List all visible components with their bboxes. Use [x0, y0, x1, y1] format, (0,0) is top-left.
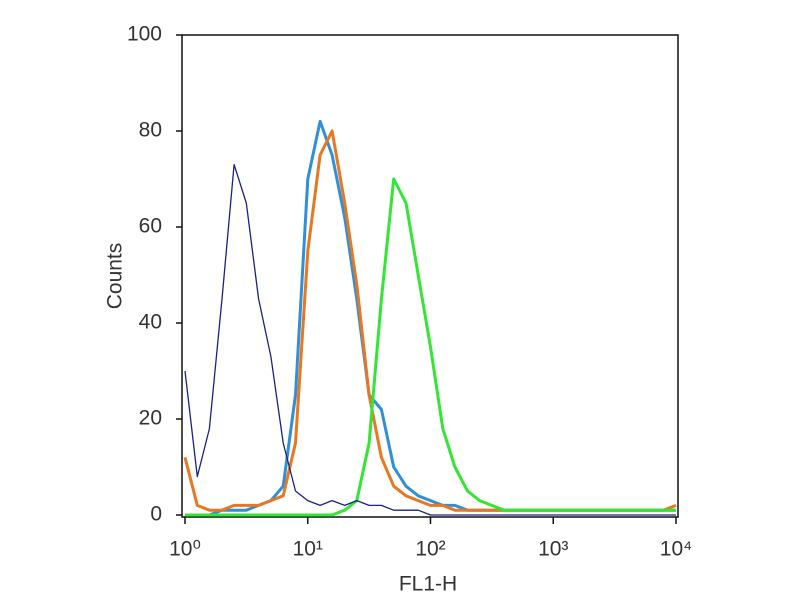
series-line — [185, 119, 676, 517]
series-line — [184, 163, 676, 516]
x-tick-label: 10³ — [538, 538, 568, 561]
y-tick-label: 0 — [150, 503, 162, 526]
y-axis-label: Counts — [104, 243, 127, 310]
x-tick-label: 10⁴ — [660, 538, 692, 561]
x-tick-label: 10² — [415, 538, 445, 561]
series-line — [183, 129, 677, 512]
x-tick-label: 10¹ — [293, 538, 323, 561]
y-tick-label: 60 — [139, 215, 162, 238]
x-axis-label: FL1-H — [399, 573, 457, 596]
plot-frame — [181, 34, 679, 518]
y-tick-label: 100 — [127, 23, 162, 46]
y-tick-label: 40 — [139, 311, 162, 334]
series-line — [185, 177, 676, 517]
y-tick-label: 80 — [139, 119, 162, 142]
y-tick-label: 20 — [139, 407, 162, 430]
x-tick-label: 10⁰ — [169, 538, 201, 561]
